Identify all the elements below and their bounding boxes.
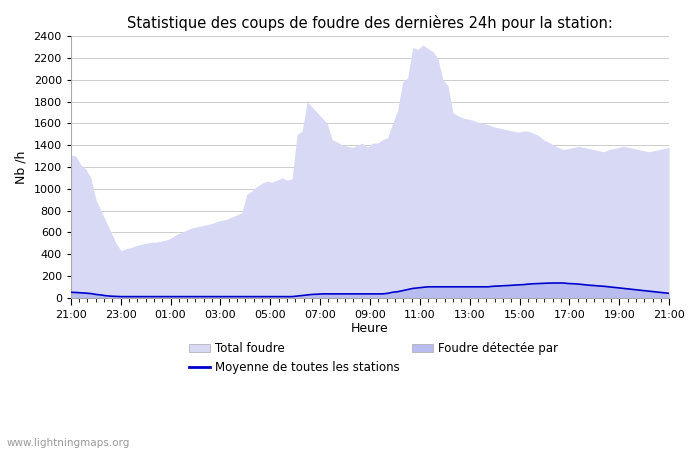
Y-axis label: Nb /h: Nb /h bbox=[15, 150, 28, 184]
Legend: Total foudre, Moyenne de toutes les stations, Foudre détectée par: Total foudre, Moyenne de toutes les stat… bbox=[184, 338, 562, 379]
X-axis label: Heure: Heure bbox=[351, 322, 388, 335]
Title: Statistique des coups de foudre des dernières 24h pour la station:: Statistique des coups de foudre des dern… bbox=[127, 15, 613, 31]
Text: www.lightningmaps.org: www.lightningmaps.org bbox=[7, 438, 130, 448]
